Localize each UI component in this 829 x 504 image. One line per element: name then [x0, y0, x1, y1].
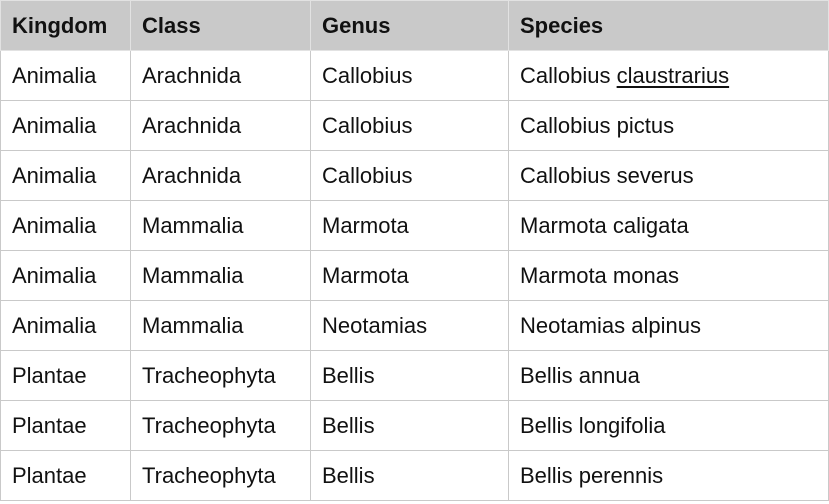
- cell-kingdom[interactable]: Animalia: [0, 300, 131, 351]
- cell-species[interactable]: Marmota monas: [508, 250, 829, 301]
- species-genus-part: Marmota: [520, 212, 607, 238]
- cell-genus[interactable]: Marmota: [310, 200, 509, 251]
- cell-class[interactable]: Tracheophyta: [130, 450, 311, 501]
- cell-species[interactable]: Bellis longifolia: [508, 400, 829, 451]
- cell-genus[interactable]: Neotamias: [310, 300, 509, 351]
- species-epithet: caligata: [612, 212, 689, 238]
- header-class[interactable]: Class: [130, 0, 311, 51]
- species-genus-part: Bellis: [520, 362, 573, 388]
- cell-kingdom[interactable]: Plantae: [0, 450, 131, 501]
- cell-kingdom[interactable]: Plantae: [0, 400, 131, 451]
- cell-genus[interactable]: Callobius: [310, 100, 509, 151]
- header-kingdom[interactable]: Kingdom: [0, 0, 131, 51]
- cell-genus[interactable]: Callobius: [310, 150, 509, 201]
- cell-kingdom[interactable]: Animalia: [0, 100, 131, 151]
- cell-class[interactable]: Tracheophyta: [130, 350, 311, 401]
- cell-class[interactable]: Tracheophyta: [130, 400, 311, 451]
- cell-species[interactable]: Neotamias alpinus: [508, 300, 829, 351]
- cell-species[interactable]: Callobius claustrarius: [508, 50, 829, 101]
- cell-kingdom[interactable]: Animalia: [0, 200, 131, 251]
- cell-class[interactable]: Arachnida: [130, 100, 311, 151]
- cell-genus[interactable]: Bellis: [310, 400, 509, 451]
- table-row[interactable]: Animalia Arachnida Callobius Callobius c…: [0, 50, 829, 101]
- species-genus-part: Callobius: [520, 62, 611, 88]
- species-epithet: alpinus: [631, 312, 701, 338]
- table-row[interactable]: Plantae Tracheophyta Bellis Bellis longi…: [0, 400, 829, 451]
- cell-kingdom[interactable]: Animalia: [0, 250, 131, 301]
- cell-species[interactable]: Bellis perennis: [508, 450, 829, 501]
- cell-species[interactable]: Callobius severus: [508, 150, 829, 201]
- species-genus-part: Bellis: [520, 462, 573, 488]
- species-genus-part: Neotamias: [520, 312, 626, 338]
- cell-class[interactable]: Mammalia: [130, 250, 311, 301]
- cell-genus[interactable]: Bellis: [310, 450, 509, 501]
- table-row[interactable]: Plantae Tracheophyta Bellis Bellis annua: [0, 350, 829, 401]
- cell-kingdom[interactable]: Plantae: [0, 350, 131, 401]
- table-row[interactable]: Plantae Tracheophyta Bellis Bellis peren…: [0, 450, 829, 501]
- species-epithet: monas: [612, 262, 679, 288]
- cell-species[interactable]: Bellis annua: [508, 350, 829, 401]
- cell-genus[interactable]: Callobius: [310, 50, 509, 101]
- table-row[interactable]: Animalia Mammalia Marmota Marmota caliga…: [0, 200, 829, 251]
- species-genus-part: Callobius: [520, 112, 611, 138]
- species-genus-part: Callobius: [520, 162, 611, 188]
- species-epithet: annua: [578, 362, 640, 388]
- header-row: Kingdom Class Genus Species: [0, 0, 829, 51]
- header-species[interactable]: Species: [508, 0, 829, 51]
- cell-class[interactable]: Mammalia: [130, 300, 311, 351]
- table-row[interactable]: Animalia Arachnida Callobius Callobius s…: [0, 150, 829, 201]
- cell-genus[interactable]: Marmota: [310, 250, 509, 301]
- cell-kingdom[interactable]: Animalia: [0, 50, 131, 101]
- header-genus[interactable]: Genus: [310, 0, 509, 51]
- table-row[interactable]: Animalia Mammalia Marmota Marmota monas: [0, 250, 829, 301]
- species-genus-part: Bellis: [520, 412, 573, 438]
- cell-kingdom[interactable]: Animalia: [0, 150, 131, 201]
- species-genus-part: Marmota: [520, 262, 607, 288]
- cell-class[interactable]: Arachnida: [130, 50, 311, 101]
- cell-genus[interactable]: Bellis: [310, 350, 509, 401]
- table-row[interactable]: Animalia Arachnida Callobius Callobius p…: [0, 100, 829, 151]
- cell-class[interactable]: Arachnida: [130, 150, 311, 201]
- cell-species[interactable]: Marmota caligata: [508, 200, 829, 251]
- species-epithet: longifolia: [578, 412, 666, 438]
- cell-class[interactable]: Mammalia: [130, 200, 311, 251]
- species-epithet: severus: [616, 162, 694, 188]
- table-row[interactable]: Animalia Mammalia Neotamias Neotamias al…: [0, 300, 829, 351]
- cell-species[interactable]: Callobius pictus: [508, 100, 829, 151]
- species-epithet: perennis: [578, 462, 664, 488]
- species-epithet-underlined: claustrarius: [616, 62, 730, 88]
- species-epithet: pictus: [616, 112, 675, 138]
